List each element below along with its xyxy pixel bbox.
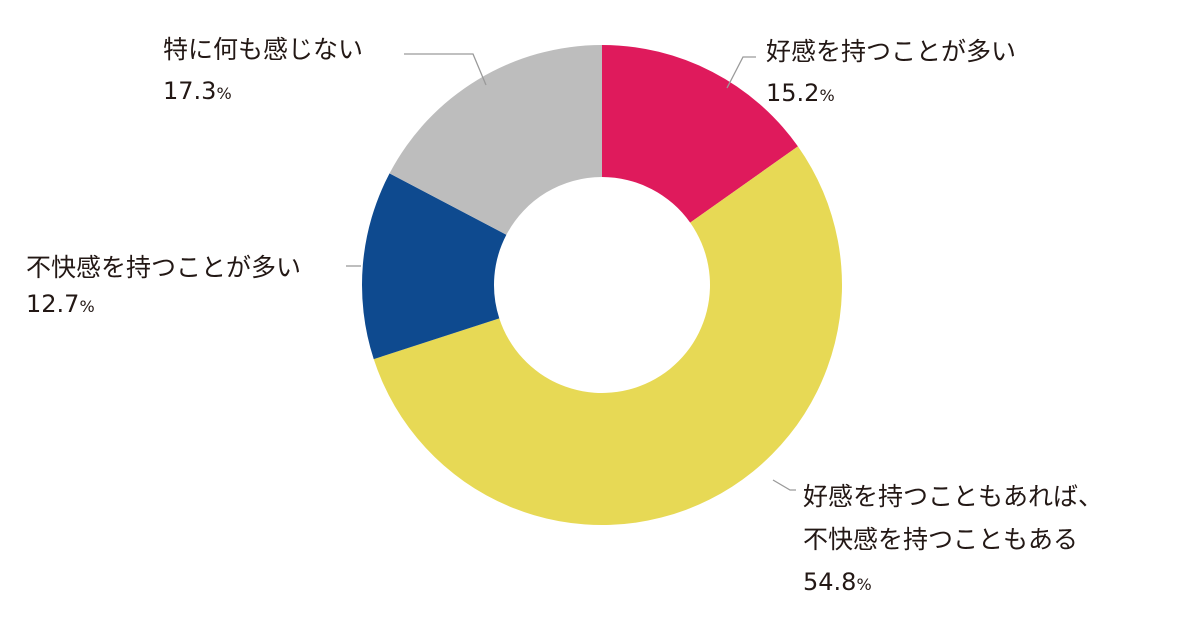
- slice-label-indifferent: 特に何も感じない 17.3%: [163, 35, 363, 105]
- leader-line-favorable: [726, 56, 756, 89]
- slice-value: 54.8%: [803, 568, 872, 596]
- slice-mixed: [373, 146, 842, 525]
- slice-name: 好感を持つことが多い: [766, 37, 1016, 66]
- slice-label-unfavorable: 不快感を持つことが多い 12.7%: [26, 253, 301, 318]
- slice-name: 特に何も感じない: [163, 35, 363, 64]
- leader-lines: [346, 53, 796, 491]
- slice-label-mixed: 好感を持つこともあれば、 不快感を持つこともある 54.8%: [803, 482, 1103, 596]
- slice-favorable: [602, 45, 798, 223]
- slice-indifferent: [389, 45, 602, 235]
- slice-name-line-2: 不快感を持つこともある: [803, 525, 1078, 554]
- leader-line-indifferent: [404, 53, 487, 86]
- slice-value: 12.7%: [26, 290, 95, 318]
- donut-slices: [361, 45, 842, 525]
- slice-value: 17.3%: [163, 77, 232, 105]
- leader-line-mixed: [772, 479, 796, 491]
- slice-value: 15.2%: [766, 79, 835, 107]
- slice-name: 不快感を持つことが多い: [26, 253, 301, 282]
- slice-unfavorable: [361, 173, 507, 360]
- slice-name-line-1: 好感を持つこともあれば、: [803, 482, 1103, 511]
- slice-label-favorable: 好感を持つことが多い 15.2%: [766, 37, 1016, 107]
